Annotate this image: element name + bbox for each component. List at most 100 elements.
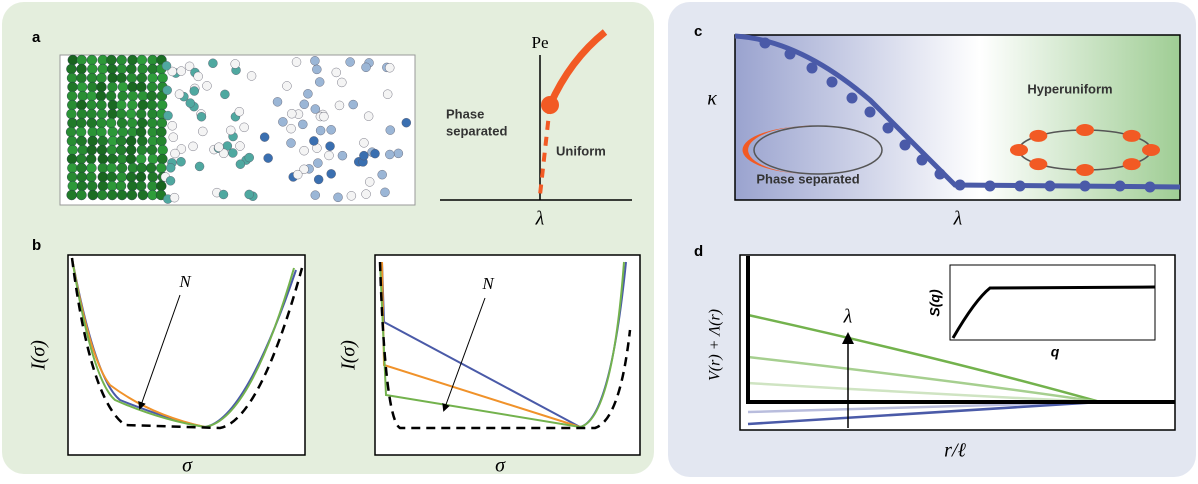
curve xyxy=(747,400,1101,426)
particle xyxy=(116,63,128,75)
particle xyxy=(136,108,147,120)
particle xyxy=(282,81,292,91)
particle xyxy=(220,89,230,100)
particle xyxy=(135,153,147,165)
boundary-point xyxy=(864,106,876,118)
particle xyxy=(380,187,390,198)
particle xyxy=(96,126,107,138)
particle xyxy=(126,171,137,183)
critical-point xyxy=(541,96,559,114)
particle xyxy=(106,54,117,66)
particle xyxy=(146,144,158,156)
particle xyxy=(167,121,177,131)
boundary-point xyxy=(759,37,771,49)
particle xyxy=(87,81,98,93)
particle xyxy=(66,171,78,183)
particle xyxy=(147,171,158,183)
particle xyxy=(76,171,88,183)
particle xyxy=(77,144,89,156)
particle xyxy=(137,63,148,75)
axis-label: λ xyxy=(535,208,545,230)
axis-label: q xyxy=(1051,344,1060,360)
particle xyxy=(165,176,176,186)
particle xyxy=(86,90,97,102)
particle xyxy=(393,148,404,159)
particle xyxy=(116,162,128,174)
particle xyxy=(127,99,138,111)
particle xyxy=(146,81,158,93)
arrow xyxy=(138,294,181,410)
particle xyxy=(96,108,108,120)
axis-label: σ xyxy=(495,455,506,477)
particle xyxy=(76,72,87,84)
particle xyxy=(76,189,87,201)
particle xyxy=(169,192,180,203)
particle xyxy=(147,153,159,165)
particle xyxy=(107,189,118,201)
particle xyxy=(359,138,369,148)
particle xyxy=(331,67,341,78)
particle xyxy=(97,189,108,201)
particle xyxy=(66,108,77,120)
particle xyxy=(86,99,97,111)
boundary-point xyxy=(954,179,966,191)
particle xyxy=(76,135,87,147)
particle xyxy=(185,98,195,108)
particle xyxy=(157,72,168,84)
particle xyxy=(76,153,87,165)
blob xyxy=(1029,129,1048,142)
plot-frame xyxy=(734,34,1181,201)
particle xyxy=(135,180,147,192)
inset-curve xyxy=(951,285,1156,339)
particle xyxy=(228,148,238,158)
region-label: separated xyxy=(446,123,507,138)
particle xyxy=(106,180,118,192)
particle xyxy=(326,169,336,179)
particle xyxy=(67,144,78,156)
curve xyxy=(71,257,295,429)
boundary-point xyxy=(1014,180,1026,192)
blob xyxy=(1029,158,1048,171)
particle xyxy=(76,108,88,120)
particle xyxy=(116,108,127,120)
particle xyxy=(65,126,77,138)
region-label: Hyperuniform xyxy=(1027,81,1112,96)
particle xyxy=(76,99,87,111)
particle xyxy=(87,126,98,138)
particles xyxy=(65,54,412,204)
particle xyxy=(126,144,137,156)
particle xyxy=(156,162,167,174)
particle xyxy=(286,138,296,148)
particle xyxy=(385,125,395,135)
hyperuniform-blobs xyxy=(1010,124,1160,176)
particle xyxy=(309,136,319,146)
particle xyxy=(259,132,270,142)
particle xyxy=(67,54,79,66)
particle xyxy=(127,117,138,129)
particle xyxy=(272,97,283,107)
particle xyxy=(188,141,198,152)
particle xyxy=(137,99,149,111)
particle xyxy=(226,125,236,136)
particle xyxy=(67,180,79,192)
particle xyxy=(137,117,148,129)
particle xyxy=(105,117,117,129)
particle xyxy=(244,152,254,163)
axis-label: V(r) + Λ(r) xyxy=(707,309,724,381)
particle xyxy=(97,153,109,165)
particle xyxy=(96,81,107,93)
particle xyxy=(116,135,127,147)
particle xyxy=(299,99,309,109)
particle xyxy=(105,90,117,102)
particle xyxy=(76,54,87,66)
particle xyxy=(346,191,357,201)
curve-dashed xyxy=(70,257,304,430)
particle xyxy=(107,108,118,120)
particle xyxy=(67,117,78,129)
particle xyxy=(299,164,309,175)
axis-label: S(q) xyxy=(927,289,943,317)
particle xyxy=(96,72,107,84)
particle xyxy=(116,189,128,201)
particle xyxy=(127,81,138,93)
particle xyxy=(193,71,203,82)
